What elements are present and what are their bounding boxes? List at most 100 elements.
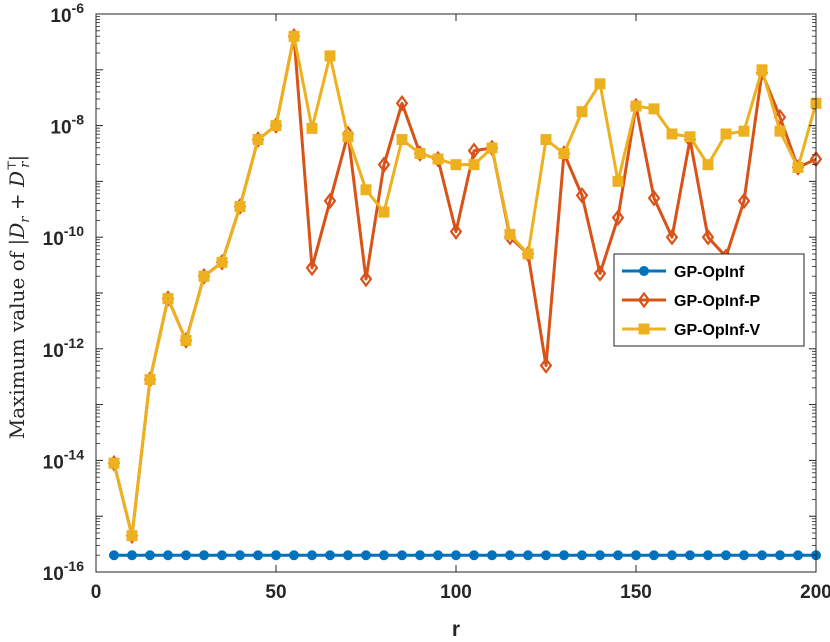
data-point: [324, 50, 336, 62]
data-point: [487, 550, 497, 561]
data-point: [397, 550, 407, 561]
data-point: [343, 550, 353, 561]
data-point: [432, 153, 444, 165]
y-tick-label: 10-16: [43, 558, 85, 585]
data-point: [648, 103, 660, 115]
data-point: [253, 550, 263, 561]
data-point: [252, 134, 264, 146]
data-point: [361, 550, 371, 561]
data-point: [163, 550, 173, 561]
data-point: [198, 270, 210, 282]
data-point: [739, 550, 749, 561]
data-point: [523, 550, 533, 561]
data-point: [613, 550, 623, 561]
legend-label: GP-OpInf-P: [674, 293, 761, 310]
data-point: [144, 373, 156, 385]
data-point: [720, 128, 732, 140]
data-point: [721, 550, 731, 561]
data-point: [685, 550, 695, 561]
data-point: [288, 30, 300, 42]
data-point: [377, 156, 391, 173]
data-point: [647, 189, 661, 207]
data-point: [126, 530, 138, 542]
legend-marker: [638, 323, 650, 335]
data-point: [756, 64, 768, 76]
data-point: [774, 125, 786, 137]
data-point: [359, 270, 373, 288]
x-tick-label: 0: [91, 582, 102, 603]
x-tick-label: 100: [440, 582, 472, 603]
data-point: [595, 550, 605, 561]
data-point: [127, 550, 137, 561]
data-point: [379, 550, 389, 561]
data-point: [415, 550, 425, 561]
data-point: [451, 550, 461, 561]
data-point: [539, 357, 553, 374]
data-point: [701, 228, 715, 246]
data-point: [631, 550, 641, 561]
data-point: [433, 550, 443, 561]
data-point: [449, 223, 463, 240]
data-point: [378, 206, 390, 218]
data-point: [738, 125, 750, 137]
data-point: [593, 265, 607, 282]
data-point: [649, 550, 659, 561]
data-point: [270, 120, 282, 132]
data-point: [684, 131, 696, 143]
data-point: [703, 550, 713, 561]
data-point: [305, 259, 319, 277]
legend-label: GP-OpInf: [674, 264, 745, 281]
data-point: [307, 550, 317, 561]
data-point: [323, 192, 337, 210]
data-point: [360, 184, 372, 196]
legend-marker: [637, 291, 651, 309]
data-point: [611, 209, 625, 227]
data-point: [594, 78, 606, 90]
data-point: [414, 148, 426, 159]
series-line: [112, 34, 818, 538]
data-point: [792, 161, 804, 173]
data-point: [342, 131, 354, 143]
data-point: [667, 550, 677, 561]
data-point: [558, 148, 570, 159]
y-tick-label: 10-6: [50, 0, 84, 27]
legend-marker: [639, 266, 649, 276]
data-point: [737, 192, 751, 210]
data-point: [575, 187, 589, 204]
data-point: [217, 550, 227, 561]
data-point: [325, 550, 335, 561]
data-point: [468, 159, 480, 171]
data-point: [109, 550, 119, 561]
data-point: [630, 100, 642, 112]
data-point: [541, 550, 551, 561]
y-axis-title: Maximum value of |Dr + D⊤r|: [5, 155, 33, 440]
data-point: [793, 550, 803, 561]
data-point: [181, 550, 191, 561]
data-point: [271, 550, 281, 561]
data-point: [469, 550, 479, 561]
data-point: [522, 248, 534, 260]
data-point: [702, 159, 714, 171]
data-point: [180, 334, 192, 346]
data-point: [199, 550, 209, 561]
y-axis: 10-16 10-14 10-12 10-10 10-8 10-6: [43, 0, 816, 585]
data-point: [306, 122, 318, 134]
data-point: [108, 457, 120, 469]
y-tick-label: 10-14: [43, 446, 85, 473]
data-point: [467, 142, 481, 160]
data-point: [216, 256, 228, 268]
data-point: [395, 94, 409, 112]
series-layer: [107, 27, 823, 561]
data-point: [145, 550, 155, 561]
data-point: [162, 293, 174, 305]
y-tick-label: 10-10: [43, 223, 85, 250]
data-point: [540, 134, 552, 146]
data-point: [505, 550, 515, 561]
data-point: [234, 201, 246, 213]
x-axis-title: r: [452, 618, 460, 641]
data-point: [757, 550, 767, 561]
x-axis: 0 50 100 150 200: [91, 14, 830, 603]
data-point: [486, 142, 498, 154]
data-point: [289, 550, 299, 561]
series-gp-opinf: [109, 550, 821, 561]
